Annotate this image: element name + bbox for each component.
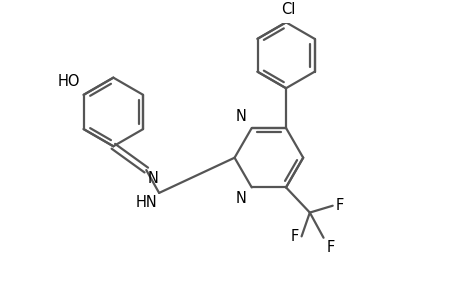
Text: F: F (335, 198, 343, 213)
Text: HO: HO (57, 74, 80, 89)
Text: N: N (235, 109, 246, 124)
Text: N: N (148, 171, 159, 186)
Text: HN: HN (135, 195, 157, 210)
Text: N: N (235, 191, 246, 206)
Text: Cl: Cl (280, 2, 295, 17)
Text: F: F (325, 240, 334, 255)
Text: F: F (290, 229, 298, 244)
